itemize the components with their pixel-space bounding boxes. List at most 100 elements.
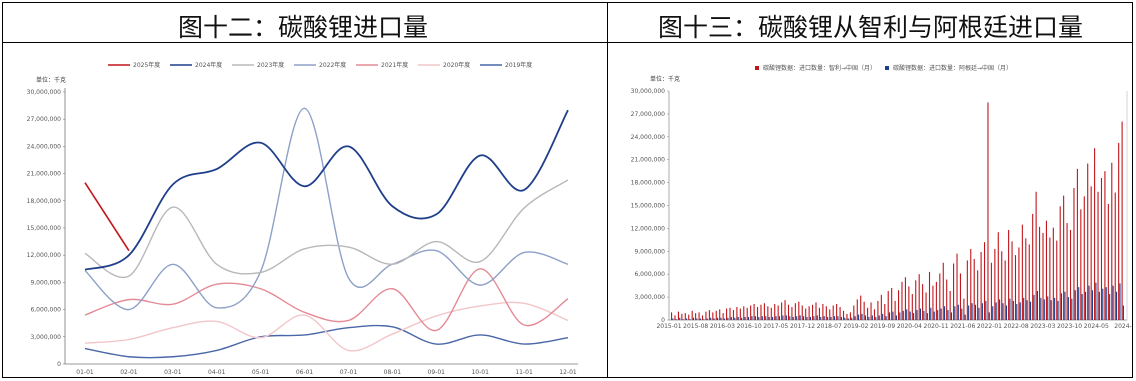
right-bar (1002, 303, 1004, 320)
right-bar (1063, 195, 1065, 320)
left-x-tick-label: 12-01 (559, 369, 577, 376)
right-bar (895, 315, 897, 320)
right-bar (913, 313, 915, 320)
right-bar (933, 311, 935, 320)
right-x-tick-label: 2020-11 (924, 323, 949, 330)
right-bar (751, 316, 753, 320)
right-bar (847, 318, 849, 320)
right-bar (801, 305, 803, 320)
right-bar (935, 281, 937, 320)
right-bar (768, 316, 770, 320)
right-bar (963, 298, 965, 320)
left-x-tick-label: 02-01 (120, 369, 138, 376)
right-bar (966, 260, 968, 320)
right-legend-swatch (755, 66, 759, 70)
right-bar (705, 311, 707, 320)
right-bar (1035, 191, 1037, 320)
right-bar (918, 274, 920, 320)
right-bar (861, 313, 863, 320)
right-bar (839, 307, 841, 320)
right-bar (743, 306, 745, 320)
right-bar (968, 305, 970, 320)
right-bar (727, 317, 729, 320)
right-bar (677, 311, 679, 320)
right-bar (820, 316, 822, 320)
right-bar (840, 316, 842, 320)
right-bar (988, 312, 990, 320)
right-bar (729, 307, 731, 320)
right-bar (1094, 148, 1096, 320)
right-bar (1009, 298, 1011, 320)
right-bar (978, 307, 980, 320)
right-bar (997, 232, 999, 320)
right-y-tick-label: 3,000,000 (634, 294, 665, 301)
right-bar (977, 270, 979, 320)
right-bar (758, 316, 760, 320)
left-y-tick-label: 21,000,000 (27, 171, 62, 178)
right-bar (888, 312, 891, 320)
right-bar (870, 302, 872, 320)
right-bar (1090, 186, 1092, 320)
right-bar (898, 290, 900, 320)
right-bar (682, 319, 684, 320)
right-bar (1074, 290, 1076, 320)
right-bar (829, 309, 831, 320)
right-bar (906, 309, 908, 320)
left-series-line (84, 268, 569, 332)
right-bar (891, 287, 893, 320)
right-bar (1005, 305, 1008, 320)
right-bar (760, 304, 762, 320)
left-legend-label: 2021年度 (381, 61, 408, 69)
right-bar (675, 319, 677, 320)
right-bar (937, 310, 939, 320)
right-x-tick-label: 2016-03 (710, 323, 735, 330)
right-bar (858, 314, 860, 320)
right-bar (1029, 301, 1032, 320)
left-y-tick-label: 0 (57, 361, 61, 368)
right-bar (813, 316, 815, 320)
right-bar (692, 317, 695, 320)
right-bar (953, 263, 955, 320)
right-bar (1049, 237, 1051, 320)
right-bar (880, 294, 882, 320)
right-bar (864, 315, 867, 320)
right-bar (1001, 251, 1003, 320)
right-bar (830, 316, 832, 320)
right-bar (1107, 203, 1109, 320)
right-bar (871, 315, 873, 320)
right-bar (806, 316, 808, 320)
right-bar (1023, 297, 1025, 320)
right-bar (688, 314, 690, 320)
right-bar (1054, 297, 1056, 320)
right-bar (926, 313, 928, 320)
right-bar (946, 279, 948, 320)
left-y-tick-label: 27,000,000 (27, 116, 62, 123)
right-x-tick-label: 2021-06 (950, 323, 975, 330)
right-bar (1069, 229, 1072, 320)
right-bar (681, 313, 683, 320)
left-legend-label: 2024年度 (195, 61, 222, 69)
right-bar (995, 302, 997, 320)
right-bar (853, 305, 855, 320)
right-bar (1056, 240, 1058, 320)
right-x-tick-label: 2022-01 (977, 323, 1002, 330)
left-y-tick-label: 6,000,000 (30, 307, 61, 314)
right-bar (717, 317, 719, 320)
right-bar (1109, 294, 1111, 320)
right-bar (796, 316, 798, 320)
right-bar (1100, 178, 1103, 320)
right-bar (802, 316, 805, 320)
right-bar (698, 312, 700, 320)
right-bar (781, 302, 783, 320)
right-bar (944, 306, 946, 320)
right-bar (844, 317, 846, 320)
right-bar (823, 316, 825, 320)
left-series-line (84, 107, 569, 311)
right-bar (922, 284, 924, 320)
right-bar (809, 316, 811, 320)
right-bar (827, 316, 829, 320)
left-series-line (84, 182, 130, 252)
right-bar (842, 310, 845, 320)
right-bar (1043, 299, 1045, 320)
